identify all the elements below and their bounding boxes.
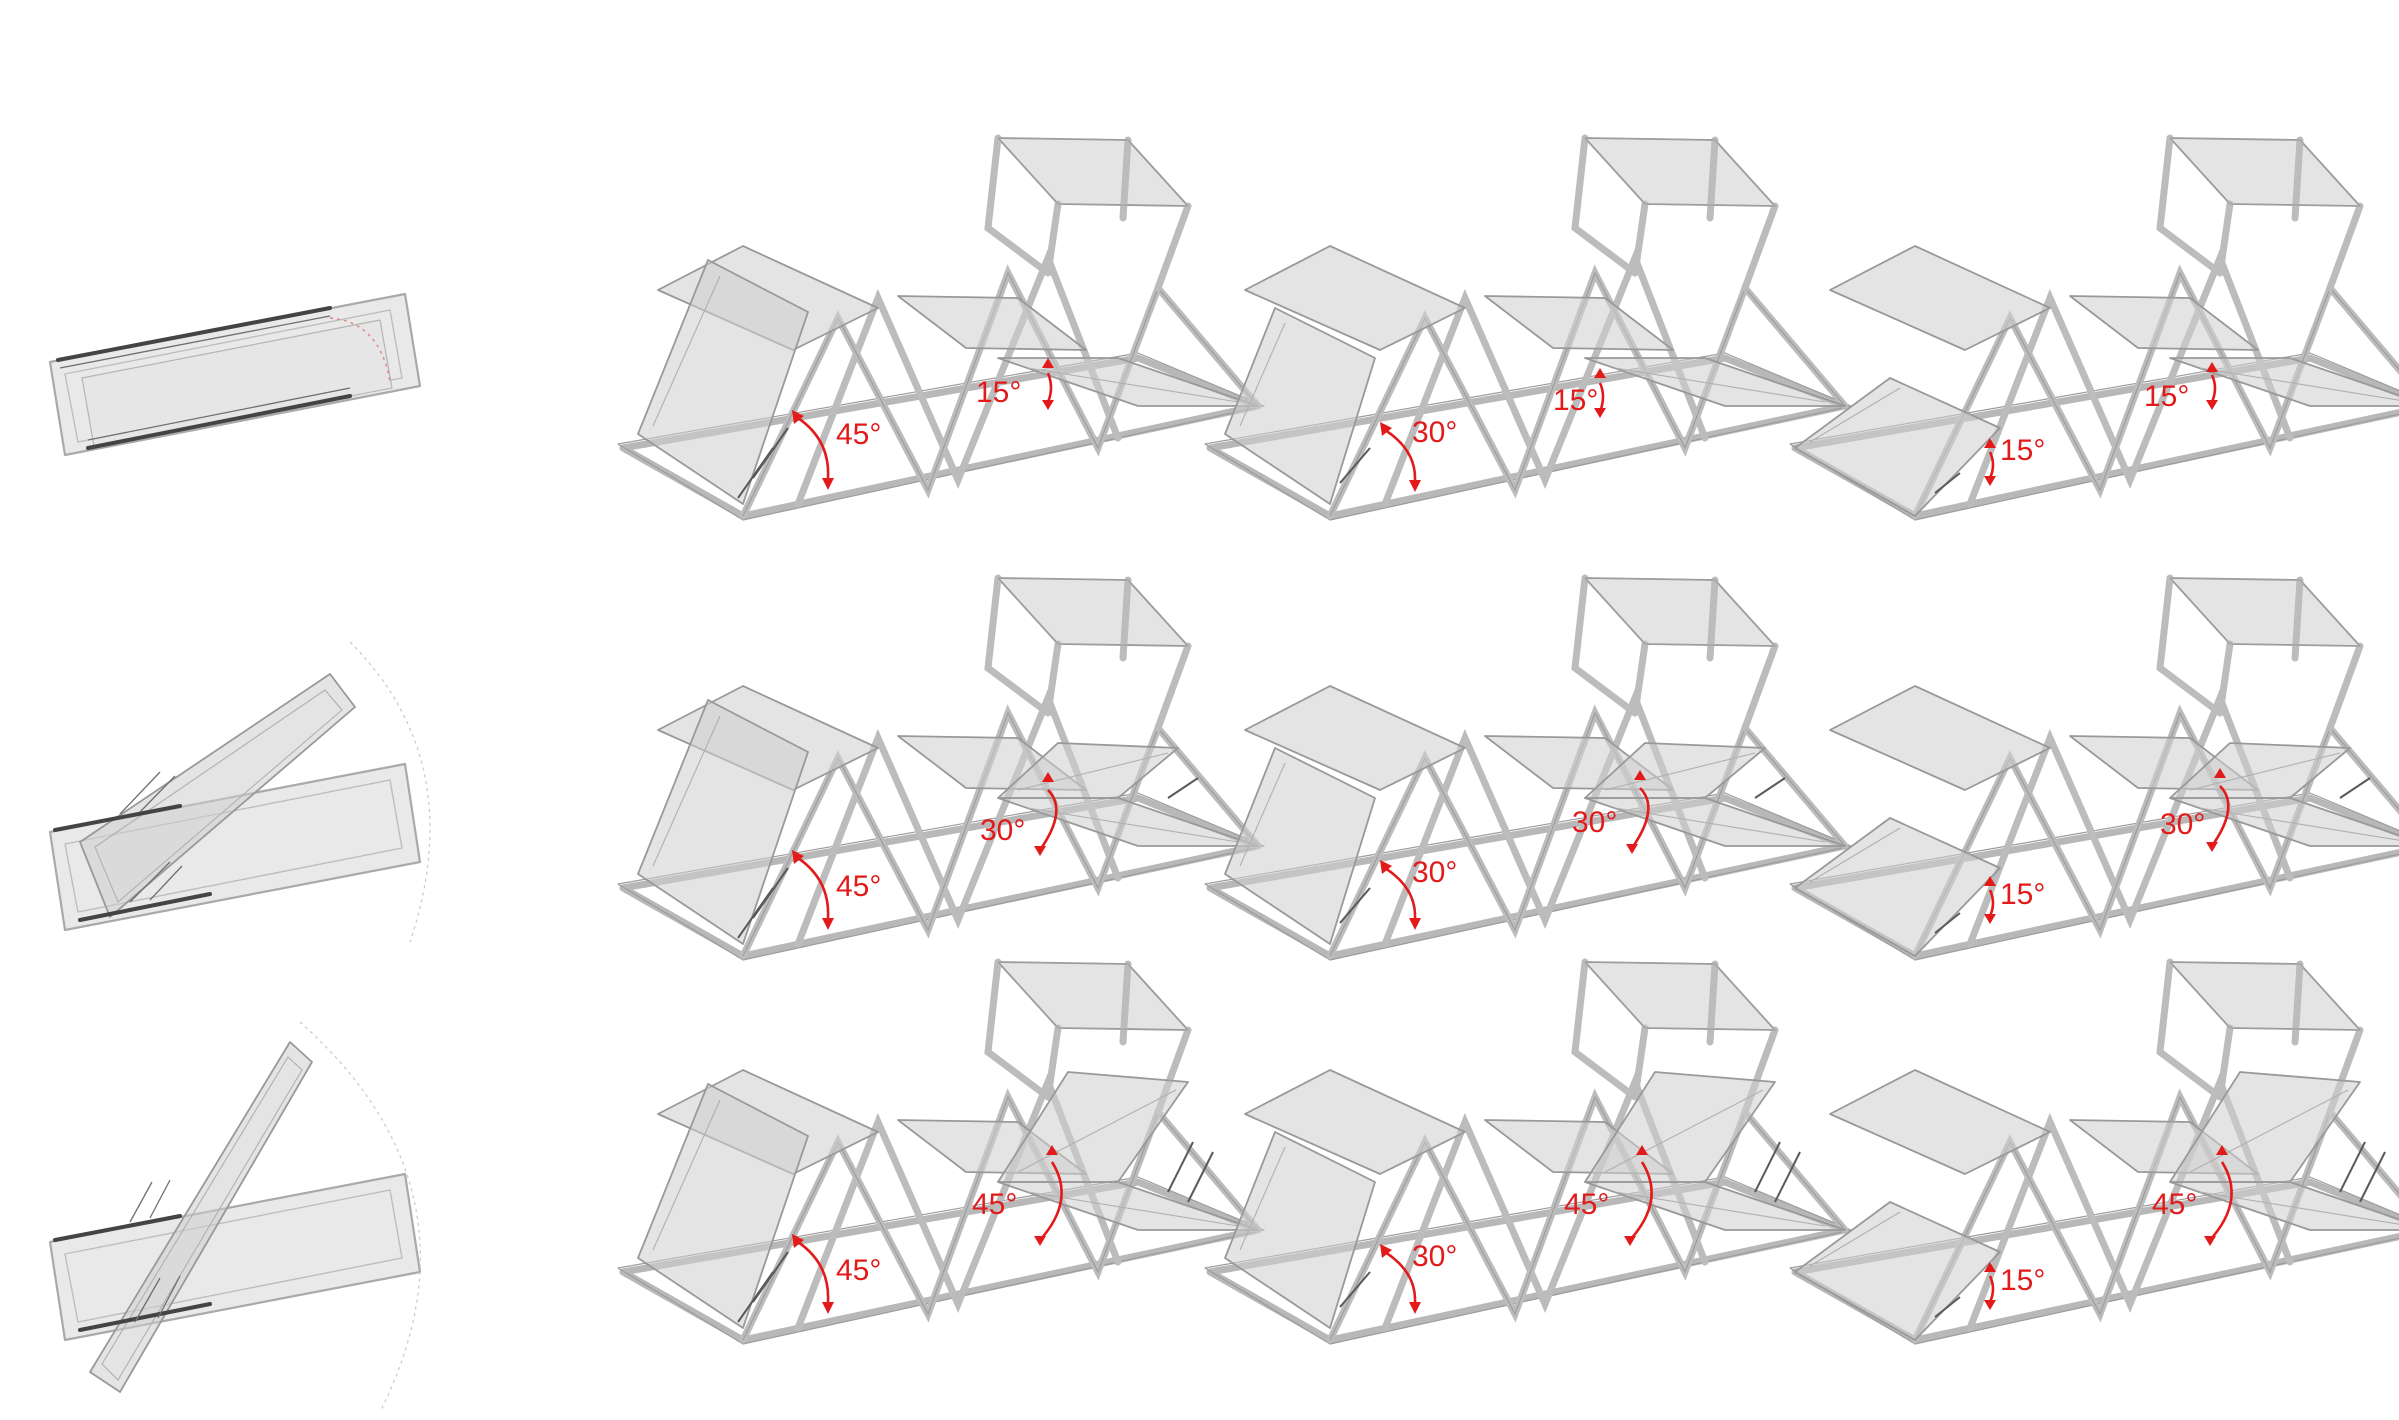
model-row3-col2 [1205,962,1851,1344]
angle-labels: 45° 15° 30° 15° 15° 15° 45° 30° 30° 30° … [836,376,2205,1297]
row2-col1-panel-angle: 45° [836,870,881,903]
row1-col2-panel-angle: 30° [1412,416,1457,449]
row3-col3-side-angle: 45° [2152,1188,2197,1221]
row1-col3-side-angle: 15° [2144,380,2189,413]
model-row3-col3 [1790,962,2399,1344]
row2-col2-side-angle: 30° [1572,806,1617,839]
row1-col1-panel-angle: 45° [836,418,881,451]
model-row3-col1 [618,962,1264,1344]
model-row1-col3 [1790,138,2399,520]
row1-col1-side-angle: 15° [976,376,1021,409]
plan-view-half-open [48,640,432,944]
model-row2-col2 [1205,578,1851,960]
row3-col2-panel-angle: 30° [1412,1240,1457,1273]
row2-col3-panel-angle: 15° [2000,878,2045,911]
row2-col2-panel-angle: 30° [1412,856,1457,889]
model-row2-col1 [618,578,1264,960]
row3-col1-panel-angle: 45° [836,1254,881,1287]
plan-view-closed [48,292,422,457]
model-row1-col2 [1205,138,1851,520]
row3-col2-side-angle: 45° [1564,1188,1609,1221]
row2-col3-side-angle: 30° [2160,808,2205,841]
row3-col3-panel-angle: 15° [2000,1264,2045,1297]
model-row2-col3 [1790,578,2399,960]
plan-view-open [48,1020,423,1414]
model-row1-col1 [618,138,1264,520]
row1-col2-side-angle: 15° [1553,384,1598,417]
angle-arcs [792,358,2233,1314]
row3-col1-side-angle: 45° [972,1188,1017,1221]
row1-col3-panel-angle: 15° [2000,434,2045,467]
row2-col1-side-angle: 30° [980,814,1025,847]
